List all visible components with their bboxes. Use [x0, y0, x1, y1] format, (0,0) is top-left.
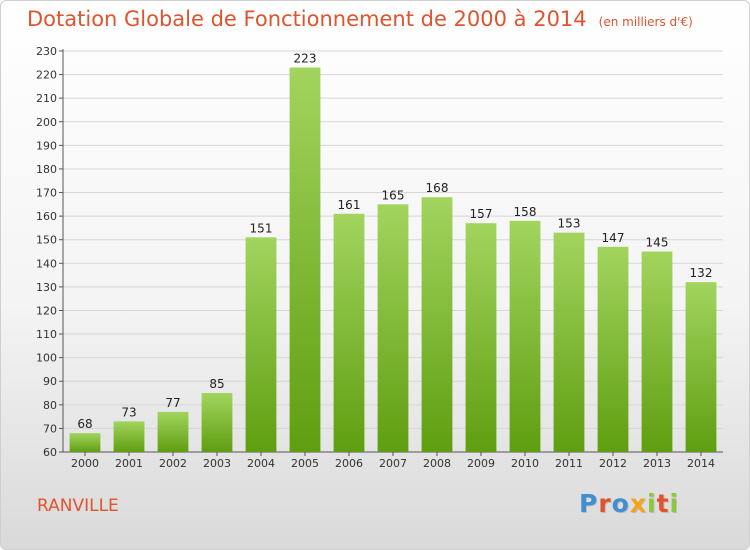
logo-letter: x: [629, 489, 647, 518]
y-tick-label: 120: [36, 304, 57, 317]
value-label-2010: 158: [514, 205, 537, 219]
logo-letter: P: [579, 489, 599, 518]
proxiti-logo[interactable]: Proxiti: [579, 489, 679, 518]
labels: 60 70 80 90 100 110 120 130 140 150 160 170 180 190 20…: [36, 45, 715, 470]
x-tick-label-2000: 2000: [71, 457, 99, 470]
bar-2009: [465, 223, 497, 452]
y-tick-label: 90: [43, 375, 57, 388]
bar-2012: [597, 246, 629, 452]
value-label-2000: 68: [77, 417, 92, 431]
bar-2000: [69, 433, 101, 452]
x-tick-label-2008: 2008: [423, 457, 451, 470]
x-tick-label-2007: 2007: [379, 457, 407, 470]
bar-2008: [421, 197, 453, 452]
town-name: RANVILLE: [37, 496, 119, 516]
x-tick-label-2001: 2001: [115, 457, 143, 470]
y-tick-label: 170: [36, 187, 57, 200]
x-tick-label-2003: 2003: [203, 457, 231, 470]
x-tick-label-2013: 2013: [643, 457, 671, 470]
value-label-2013: 145: [646, 236, 669, 250]
chart-title: Dotation Globale de Fonctionnement de 20…: [27, 7, 693, 31]
bar-2006: [333, 213, 365, 452]
value-label-2004: 151: [250, 221, 273, 235]
value-label-2001: 73: [121, 405, 136, 419]
y-tick-label: 60: [43, 446, 57, 459]
x-tick-label-2004: 2004: [247, 457, 275, 470]
y-tick-label: 210: [36, 92, 57, 105]
logo-letter: r: [598, 489, 612, 518]
y-tick-label: 110: [36, 328, 57, 341]
y-tick-label: 160: [36, 210, 57, 223]
bar-2005: [289, 67, 321, 452]
value-label-2002: 77: [165, 396, 180, 410]
bar-2004: [245, 237, 277, 452]
x-tick-label-2011: 2011: [555, 457, 583, 470]
y-tick-label: 230: [36, 45, 57, 58]
y-tick-label: 70: [43, 422, 57, 435]
value-label-2007: 165: [382, 188, 405, 202]
bar-2007: [377, 204, 409, 452]
y-tick-label: 150: [36, 234, 57, 247]
bar-2013: [641, 251, 673, 452]
value-label-2012: 147: [602, 231, 625, 245]
y-tick-label: 80: [43, 399, 57, 412]
chart-title-text: Dotation Globale de Fonctionnement de 20…: [27, 7, 587, 31]
bar-2001: [113, 421, 145, 452]
y-tick-label: 100: [36, 352, 57, 365]
x-tick-label-2009: 2009: [467, 457, 495, 470]
y-tick-label: 190: [36, 139, 57, 152]
value-label-2003: 85: [209, 377, 224, 391]
y-tick-label: 180: [36, 163, 57, 176]
x-tick-label-2005: 2005: [291, 457, 319, 470]
x-tick-label-2014: 2014: [687, 457, 715, 470]
x-tick-label-2006: 2006: [335, 457, 363, 470]
logo-letter: i: [669, 489, 680, 518]
chart-subtitle: (en milliers d'€): [598, 15, 693, 29]
bar-2011: [553, 232, 585, 452]
x-tick-label-2012: 2012: [599, 457, 627, 470]
value-label-2009: 157: [470, 207, 493, 221]
bar-2014: [685, 282, 717, 452]
logo-letter: t: [656, 489, 670, 518]
bar-2003: [201, 393, 233, 452]
x-tick-label-2002: 2002: [159, 457, 187, 470]
y-tick-label: 200: [36, 116, 57, 129]
logo-letter: o: [611, 489, 630, 518]
value-label-2006: 161: [338, 198, 361, 212]
value-label-2011: 153: [558, 217, 581, 231]
y-tick-label: 220: [36, 69, 57, 82]
value-label-2008: 168: [426, 181, 449, 195]
value-label-2005: 223: [294, 52, 317, 66]
bar-2010: [509, 220, 541, 452]
bar-2002: [157, 411, 189, 452]
logo-letter: i: [647, 489, 657, 518]
bars: [69, 67, 717, 452]
value-label-2014: 132: [690, 266, 713, 280]
y-tick-label: 140: [36, 257, 57, 270]
y-tick-label: 130: [36, 281, 57, 294]
x-tick-label-2010: 2010: [511, 457, 539, 470]
